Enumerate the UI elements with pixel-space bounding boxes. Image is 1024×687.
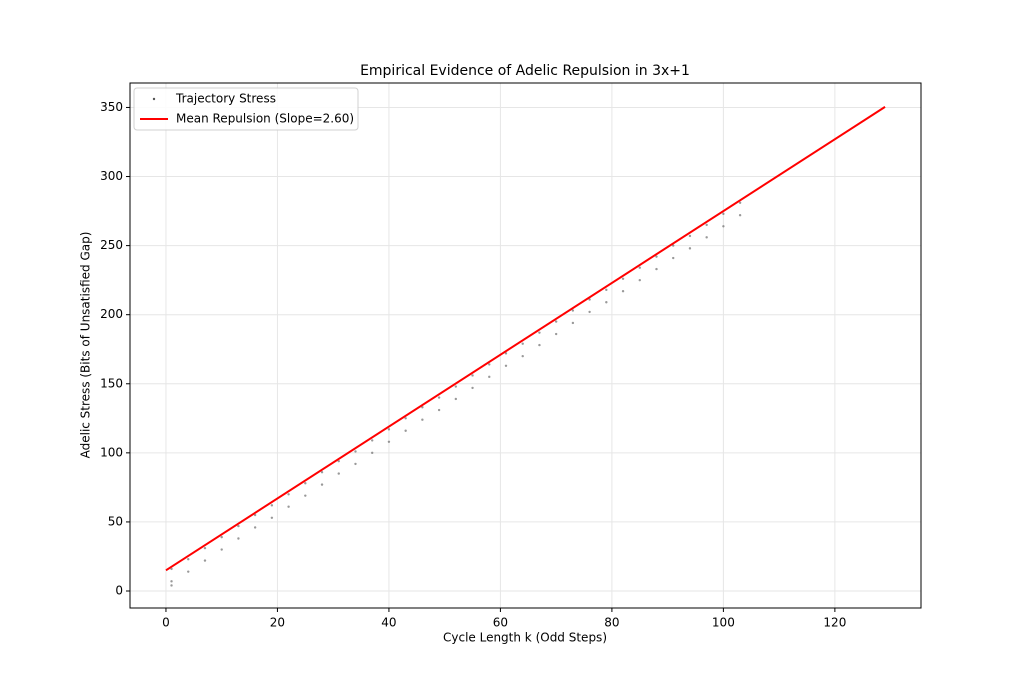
point bbox=[571, 321, 575, 325]
point bbox=[722, 212, 725, 216]
x-tick-label: 0 bbox=[162, 616, 170, 630]
point bbox=[237, 524, 240, 528]
y-tick-label: 0 bbox=[115, 584, 123, 598]
point bbox=[738, 201, 742, 204]
point bbox=[488, 375, 491, 379]
point bbox=[253, 513, 257, 517]
point bbox=[638, 278, 641, 282]
point bbox=[170, 580, 173, 583]
x-tick-label: 20 bbox=[270, 616, 285, 630]
y-tick-label: 350 bbox=[100, 100, 123, 114]
x-tick-label: 120 bbox=[823, 616, 846, 630]
y-axis-label: Adelic Stress (Bits of Unsatisfied Gap) bbox=[79, 232, 93, 459]
point bbox=[672, 244, 675, 247]
point bbox=[437, 408, 441, 412]
y-tick-label: 250 bbox=[100, 238, 123, 252]
point bbox=[354, 450, 357, 453]
point bbox=[270, 516, 274, 519]
point bbox=[588, 298, 591, 301]
point bbox=[354, 462, 357, 466]
legend-marker bbox=[152, 97, 156, 101]
point bbox=[170, 584, 173, 587]
point bbox=[253, 526, 257, 529]
legend-label: Trajectory Stress bbox=[175, 92, 276, 106]
point bbox=[488, 363, 491, 366]
y-tick-label: 300 bbox=[100, 169, 123, 183]
point bbox=[705, 236, 708, 239]
plot-frame bbox=[129, 82, 922, 609]
point bbox=[454, 385, 458, 388]
x-axis-label: Cycle Length k (Odd Steps) bbox=[443, 631, 607, 645]
point bbox=[705, 223, 708, 227]
line bbox=[165, 106, 886, 572]
point bbox=[504, 364, 508, 368]
point bbox=[371, 451, 374, 455]
point bbox=[471, 374, 474, 377]
point bbox=[404, 417, 407, 420]
point bbox=[320, 470, 324, 474]
y-tick-label: 50 bbox=[108, 514, 123, 528]
y-tick-label: 100 bbox=[100, 445, 123, 459]
legend-label: Mean Repulsion (Slope=2.60) bbox=[176, 112, 354, 126]
point bbox=[437, 396, 441, 399]
point bbox=[287, 505, 290, 508]
point bbox=[688, 247, 692, 250]
point bbox=[220, 548, 223, 551]
point bbox=[605, 288, 608, 292]
point bbox=[655, 255, 658, 258]
point bbox=[521, 342, 524, 345]
x-tick-label: 100 bbox=[712, 616, 735, 630]
point bbox=[237, 537, 240, 540]
point bbox=[605, 301, 608, 304]
point bbox=[621, 290, 625, 293]
point bbox=[187, 558, 190, 561]
point bbox=[688, 234, 692, 238]
point bbox=[538, 343, 541, 347]
point bbox=[554, 332, 558, 336]
point bbox=[320, 483, 324, 486]
point bbox=[538, 331, 541, 334]
point bbox=[638, 266, 641, 269]
point bbox=[203, 546, 207, 550]
point bbox=[337, 472, 340, 475]
point bbox=[337, 459, 340, 463]
point bbox=[655, 267, 658, 271]
point bbox=[672, 256, 675, 260]
point bbox=[387, 428, 391, 431]
point bbox=[738, 214, 742, 217]
point bbox=[454, 397, 458, 401]
chart-title: Empirical Evidence of Adelic Repulsion i… bbox=[360, 63, 690, 79]
point bbox=[203, 559, 207, 562]
point bbox=[504, 352, 508, 355]
point bbox=[554, 320, 558, 323]
point bbox=[421, 406, 424, 409]
point bbox=[170, 567, 173, 571]
point bbox=[304, 494, 307, 497]
y-tick-label: 150 bbox=[100, 376, 123, 390]
x-tick-label: 60 bbox=[493, 616, 508, 630]
point bbox=[571, 309, 575, 312]
point bbox=[621, 277, 625, 280]
point bbox=[387, 440, 391, 443]
point bbox=[421, 418, 424, 421]
point bbox=[270, 504, 274, 507]
x-tick-label: 80 bbox=[604, 616, 619, 630]
point bbox=[404, 429, 407, 432]
point bbox=[187, 570, 190, 573]
point bbox=[722, 225, 725, 228]
point bbox=[287, 493, 290, 496]
point bbox=[588, 310, 591, 314]
legend-box bbox=[133, 87, 359, 131]
point bbox=[220, 535, 223, 539]
y-tick-label: 200 bbox=[100, 307, 123, 321]
point bbox=[471, 386, 474, 390]
point bbox=[521, 354, 524, 358]
point bbox=[371, 439, 374, 442]
x-tick-label: 40 bbox=[381, 616, 396, 630]
point bbox=[304, 482, 307, 485]
